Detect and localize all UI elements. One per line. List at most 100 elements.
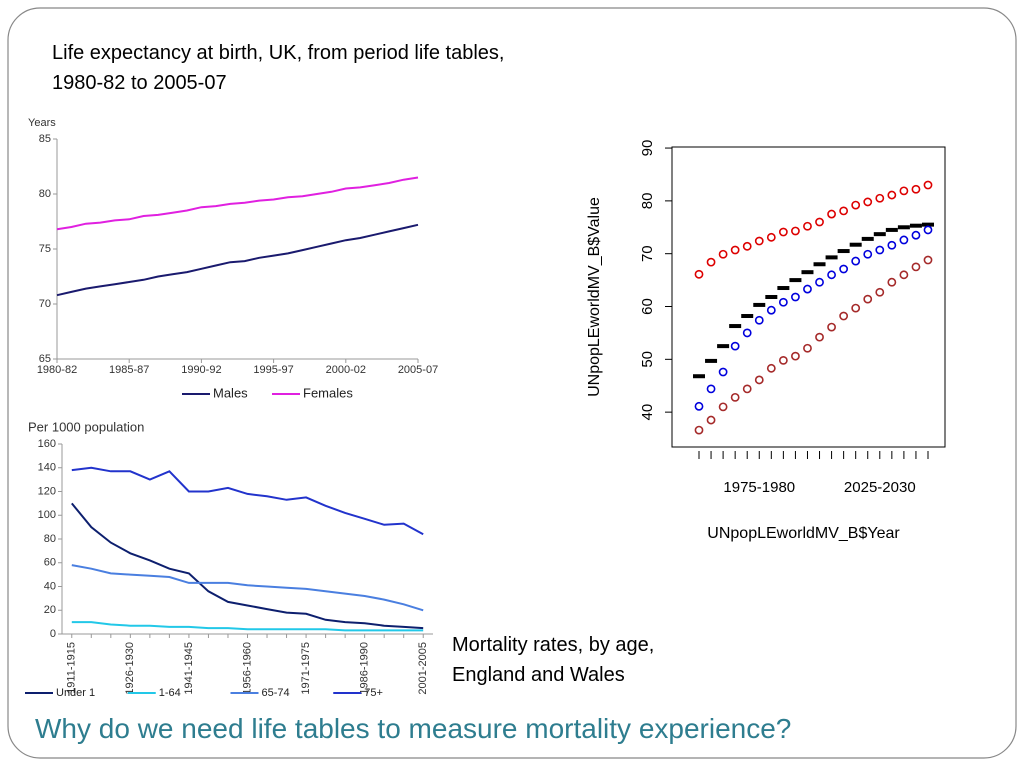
x-tick-label: 1941-1945 [183, 642, 195, 695]
point [791, 351, 800, 361]
point [923, 225, 933, 235]
y-axis-label: Per 1000 population [28, 419, 144, 434]
chart-title: Mortality rates, by age, England and Wal… [452, 634, 655, 686]
y-tick-label: 40 [639, 404, 656, 421]
y-tick-label: 50 [639, 351, 656, 368]
point [694, 425, 704, 435]
x-tick-label: 1975-1980 [723, 479, 795, 496]
point [803, 284, 812, 294]
legend-label: 75+ [364, 687, 383, 699]
point [766, 363, 776, 373]
point [718, 249, 728, 259]
point [827, 270, 836, 280]
x-tick-label: 1990-92 [181, 364, 221, 376]
x-tick-label: 2005-07 [398, 364, 438, 376]
legend-label: 1-64 [159, 687, 181, 699]
y-tick-label: 60 [639, 298, 656, 315]
point [863, 249, 873, 259]
point [778, 355, 788, 365]
y-tick-label: 60 [44, 557, 56, 569]
point [851, 200, 861, 210]
slide-frame [7, 7, 1017, 759]
point [911, 184, 921, 194]
y-tick-label: 65 [39, 353, 51, 365]
y-tick-label: 90 [639, 140, 656, 157]
x-tick-label: 1956-1960 [241, 642, 253, 695]
point [706, 257, 716, 267]
point [887, 190, 897, 200]
slide-title: Why do we need life tables to measure mo… [35, 713, 792, 744]
point [851, 256, 861, 266]
point [911, 230, 921, 240]
point [718, 402, 728, 412]
point [718, 367, 728, 377]
point [851, 303, 861, 313]
x-tick-label: 2001-2005 [417, 642, 429, 695]
point [730, 392, 740, 402]
point [911, 262, 921, 272]
point [923, 180, 933, 190]
point [839, 264, 849, 274]
y-tick-label: 0 [50, 628, 56, 640]
point [778, 297, 788, 307]
x-tick-label: 2000-02 [326, 364, 366, 376]
x-axis-label: UNpopLEworldMV_B$Year [707, 525, 900, 542]
point [694, 401, 704, 411]
point [923, 255, 933, 265]
point [899, 270, 909, 280]
legend-label: Males [213, 385, 248, 400]
point [899, 186, 909, 196]
point [791, 292, 800, 302]
point [887, 277, 897, 287]
point [863, 197, 873, 207]
y-tick-label: 80 [39, 188, 51, 200]
y-tick-label: 75 [39, 243, 51, 255]
x-tick-label: 1995-97 [253, 364, 293, 376]
x-tick-label: 1986-1990 [359, 642, 371, 695]
y-tick-label: 70 [39, 298, 51, 310]
y-axis-label: Years [28, 117, 56, 129]
chart-title: Life expectancy at birth, UK, from perio… [52, 42, 505, 94]
point [839, 206, 849, 216]
y-tick-label: 40 [44, 580, 56, 592]
point [815, 332, 824, 342]
y-tick-label: 20 [44, 604, 56, 616]
point [791, 226, 800, 236]
y-tick-label: 85 [39, 133, 51, 145]
x-tick-label: 1971-1975 [300, 642, 312, 695]
point [815, 217, 824, 227]
y-axis-label: UNpopLEworldMV_B$Value [586, 197, 603, 397]
point [875, 245, 885, 255]
point [754, 236, 764, 246]
point [730, 245, 740, 255]
point [754, 315, 764, 325]
x-tick-label: 1980-82 [37, 364, 77, 376]
y-tick-label: 80 [44, 533, 56, 545]
point [803, 343, 812, 353]
point [766, 305, 776, 315]
point [899, 235, 909, 245]
point [863, 294, 873, 304]
point [803, 221, 812, 231]
y-tick-label: 120 [38, 485, 56, 497]
series-line [56, 223, 419, 297]
point [778, 227, 788, 237]
y-tick-label: 80 [639, 193, 656, 210]
y-tick-label: 100 [38, 509, 56, 521]
point [730, 341, 740, 351]
legend-label: Under 1 [56, 687, 95, 699]
series-line [71, 466, 424, 536]
series-line [71, 564, 424, 612]
x-tick-label: 1911-1915 [66, 642, 78, 694]
point [766, 232, 776, 242]
legend-label: 65-74 [262, 687, 290, 699]
point [827, 209, 836, 219]
point [742, 241, 752, 251]
x-tick-label: 1926-1930 [124, 642, 136, 695]
point [839, 311, 849, 321]
point [742, 328, 752, 338]
point [754, 375, 764, 385]
y-tick-label: 140 [38, 462, 56, 474]
